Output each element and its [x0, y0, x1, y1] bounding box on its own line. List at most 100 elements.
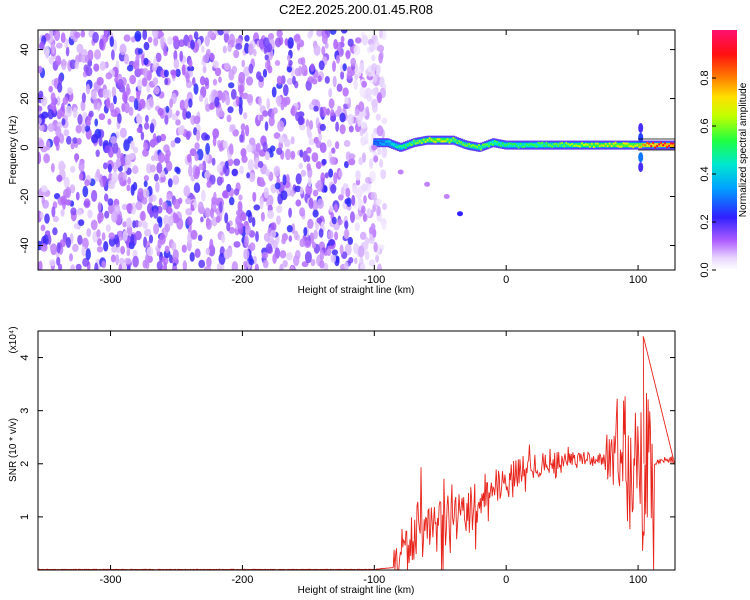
noise-blob: [245, 76, 254, 86]
noise-blob: [233, 188, 240, 196]
noise-blob: [60, 195, 68, 206]
track-cell: [496, 141, 499, 143]
track-cell: [664, 142, 667, 145]
track-cell: [505, 143, 509, 146]
track-cell: [646, 141, 649, 144]
noise-blob: [364, 239, 369, 250]
noise-blob: [194, 142, 200, 150]
noise-blob: [292, 75, 296, 85]
noise-blob: [77, 234, 83, 246]
noise-blob: [317, 75, 322, 83]
noise-blob: [124, 154, 132, 166]
noise-blob: [64, 38, 69, 48]
noise-blob: [209, 53, 215, 61]
track-cell: [488, 145, 491, 148]
track-cell: [652, 143, 655, 148]
noise-blob: [126, 203, 133, 212]
noise-blob: [288, 59, 293, 67]
noise-blob: [111, 86, 117, 99]
track-cell: [543, 144, 546, 147]
track-cell: [446, 138, 450, 141]
track-cell: [592, 143, 596, 148]
noise-blob: [222, 165, 227, 174]
noise-blob: [178, 39, 185, 47]
noise-blob: [281, 237, 286, 245]
noise-blob: [57, 109, 61, 118]
track-cell: [462, 143, 465, 146]
noise-blob: [379, 77, 385, 87]
noise-blob: [340, 30, 348, 34]
noise-blob: [307, 177, 312, 188]
noise-blob: [112, 141, 119, 154]
noise-blob: [380, 169, 387, 180]
noise-blob: [381, 30, 387, 41]
noise-blob: [319, 106, 324, 119]
noise-blob: [331, 216, 337, 225]
noise-blob: [124, 101, 130, 114]
noise-blob: [198, 259, 206, 269]
track-cell: [406, 144, 410, 147]
track-cell: [418, 140, 422, 143]
noise-blob: [170, 140, 176, 148]
noise-blob: [286, 252, 293, 261]
noise-blob: [134, 220, 140, 228]
noise-blob: [173, 50, 178, 61]
spike-blob: [638, 152, 644, 163]
noise-blob: [327, 230, 334, 240]
track-cell: [650, 145, 653, 148]
track-cell: [420, 139, 424, 144]
noise-blob: [165, 105, 170, 113]
noise-blob: [235, 43, 243, 50]
noise-blob: [130, 233, 135, 246]
noise-blob: [144, 228, 152, 237]
noise-blob: [94, 262, 99, 270]
noise-blob: [308, 197, 314, 209]
noise-blob: [38, 139, 45, 150]
spectrogram-frame: [37, 29, 676, 271]
noise-blob: [52, 227, 58, 236]
noise-blob: [338, 170, 343, 178]
track-cell: [509, 142, 513, 145]
noise-blob: [254, 263, 259, 270]
snr-ylabel: SNR (10 * v/v): [8, 418, 19, 482]
noise-blob: [144, 122, 150, 130]
noise-blob: [288, 235, 293, 242]
noise-blob: [320, 172, 326, 183]
noise-blob: [111, 49, 115, 61]
track-cell: [547, 144, 550, 147]
noise-blob: [181, 244, 187, 253]
y-tick-label: 4: [19, 354, 31, 360]
noise-blob: [231, 168, 238, 177]
track-cell: [592, 146, 596, 148]
noise-blob: [279, 263, 284, 270]
noise-blob: [205, 247, 210, 255]
noise-blob: [98, 137, 103, 147]
noise-blob: [338, 194, 344, 201]
noise-blob: [86, 228, 92, 238]
branch-blob: [371, 145, 378, 151]
noise-blob: [153, 36, 159, 47]
noise-blob: [185, 131, 191, 141]
noise-blob: [97, 201, 102, 212]
noise-blob: [165, 160, 173, 172]
noise-blob: [348, 153, 356, 160]
track-cell: [545, 141, 548, 144]
noise-blob: [41, 111, 49, 119]
track-cell: [430, 138, 434, 141]
track-cell: [387, 140, 390, 143]
noise-blob: [39, 41, 45, 51]
noise-blob: [96, 168, 100, 179]
noise-blob: [246, 93, 254, 104]
noise-blob: [155, 181, 160, 193]
noise-blob: [311, 241, 317, 249]
y-tick-label: 1: [19, 514, 31, 520]
track-cell: [618, 143, 622, 148]
track-cell: [648, 142, 651, 145]
noise-blob: [146, 202, 154, 215]
noise-blob: [321, 33, 328, 45]
noise-blob: [188, 98, 193, 108]
noise-blob: [277, 120, 285, 132]
noise-blob: [70, 142, 75, 150]
noise-blob: [315, 161, 322, 170]
track-cell: [616, 145, 620, 148]
